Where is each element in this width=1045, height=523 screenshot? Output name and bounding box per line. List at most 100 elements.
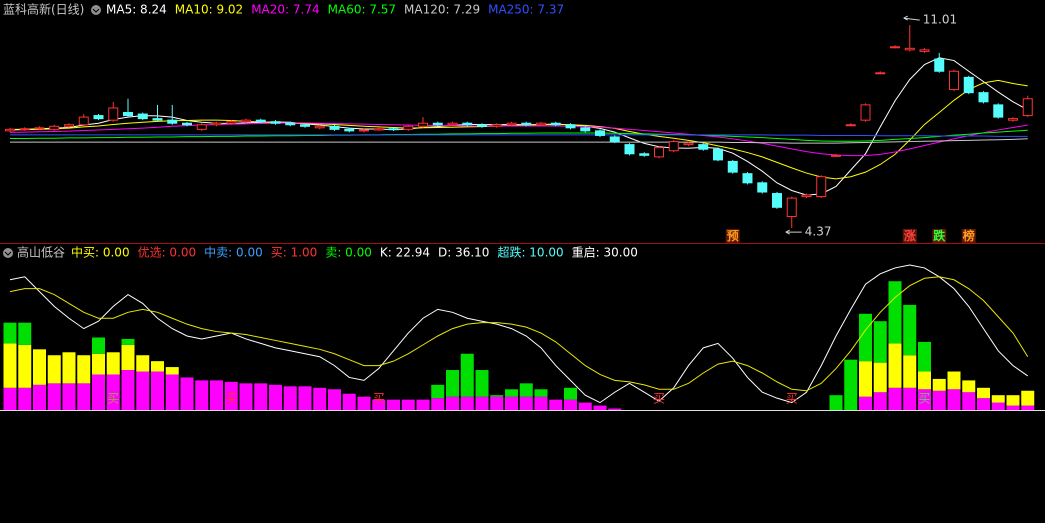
legend-item: 中买: 0.00 (71, 245, 130, 260)
annotation-label: 4.37 (805, 225, 832, 239)
indicator-bar (888, 387, 902, 410)
indicator-bar (47, 383, 61, 410)
candle-body (536, 122, 546, 126)
candle-body (78, 116, 89, 126)
candle-body (49, 125, 60, 130)
candle-body (418, 122, 428, 127)
indicator-bar (3, 322, 17, 344)
indicator-bar (106, 374, 120, 410)
indicator-bar (195, 380, 209, 410)
legend-item: 买: 1.00 (271, 246, 318, 260)
badge-box (932, 229, 947, 243)
candle-body (300, 124, 310, 127)
legend-item: 卖: 0.00 (325, 246, 372, 260)
indicator-bar (180, 377, 194, 410)
badge-label: 预 (727, 229, 739, 243)
candle-body (64, 124, 74, 127)
candle-body (639, 153, 650, 156)
indicator-bar (977, 398, 990, 410)
indicator-bar (519, 396, 533, 410)
candle-body (373, 128, 384, 131)
indicator-bar (431, 384, 445, 399)
indicator-bar (534, 389, 548, 397)
collapse-icon[interactable] (91, 5, 101, 15)
indicator-bar (903, 304, 917, 356)
candle-body (757, 182, 768, 193)
candle-body (713, 148, 723, 161)
indicator-bar (446, 370, 459, 397)
indicator-bar (62, 383, 76, 410)
candle-body (19, 128, 30, 131)
candle-body (565, 124, 576, 129)
candle-body (314, 125, 325, 129)
candle-body (5, 128, 15, 132)
indicator-bar (932, 390, 946, 410)
legend-item: MA120: 7.29 (404, 3, 480, 17)
indicator-bar (947, 371, 961, 390)
indicator-bar (357, 396, 371, 410)
indicator-bar (92, 374, 105, 410)
indicator-bar (283, 386, 297, 410)
indicator-bar (564, 387, 577, 400)
candle-body (182, 122, 192, 126)
indicator-bar (873, 392, 887, 410)
indicator-bar (519, 383, 533, 397)
candle-body (506, 122, 517, 126)
candle-body (211, 122, 222, 126)
legend-item: K: 22.94 (380, 246, 430, 260)
indicator-bar (962, 392, 976, 410)
badge-box (725, 229, 740, 243)
indicator-bar (549, 399, 563, 410)
indicator-bar (505, 396, 518, 410)
candle-body (167, 119, 178, 124)
candle-body (963, 76, 974, 94)
candle-body (816, 176, 827, 198)
indicator-line (9, 264, 1029, 404)
collapse-icon[interactable] (3, 248, 13, 258)
indicator-bar (106, 352, 120, 375)
indicator-bar (121, 370, 135, 410)
candle-body (934, 58, 945, 72)
indicator-bar (210, 380, 223, 410)
indicator-bar (18, 387, 32, 410)
indicator-bar (593, 405, 607, 410)
indicator-bar (18, 322, 32, 345)
candle-body (742, 173, 753, 184)
annotation-arrowhead (903, 15, 908, 21)
indicator-bar (534, 396, 548, 410)
candle-body (152, 118, 163, 121)
indicator-bar (475, 396, 489, 410)
candle-body (550, 122, 561, 126)
candle-body (241, 119, 251, 123)
candle-body (93, 115, 104, 120)
legend-item: 优选: 0.00 (138, 246, 197, 260)
candle-body (845, 124, 856, 127)
indicator-bar (505, 389, 518, 397)
indicator-bar (490, 395, 504, 397)
candle-body (860, 104, 871, 121)
legend-item: MA5: 8.24 (106, 3, 167, 17)
candle-body (978, 92, 989, 103)
indicator-bar (859, 361, 872, 397)
indicator-bar (991, 402, 1005, 410)
candle-body (1008, 118, 1018, 121)
candle-body (949, 70, 959, 91)
indicator-bar (136, 371, 150, 410)
candle-body (491, 124, 502, 127)
candle-body (668, 141, 679, 152)
indicator-bar (33, 349, 46, 385)
candle-body (919, 49, 930, 52)
candle-body (477, 124, 487, 127)
indicator-bar (3, 387, 17, 410)
indicator-bar (446, 396, 459, 410)
indicator-bar (92, 353, 105, 375)
annotation-arrow (903, 17, 920, 21)
candle-body (904, 47, 915, 51)
indicator-bar (372, 399, 386, 410)
indicator-bar (77, 383, 91, 410)
indicator-bar (844, 359, 858, 410)
indicator-bar (918, 341, 931, 372)
